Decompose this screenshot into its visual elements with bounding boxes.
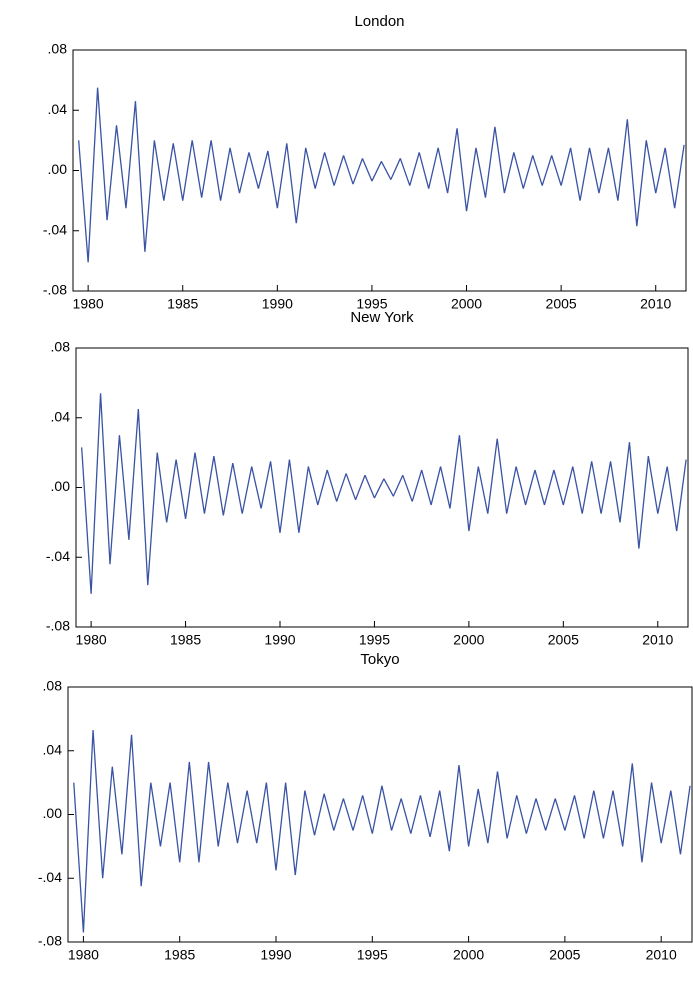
x-tick-label: 2000	[453, 947, 484, 963]
x-tick-label: 1995	[359, 632, 390, 648]
y-tick-label: -.08	[38, 933, 62, 949]
y-tick-label: -.04	[43, 221, 67, 237]
series-line	[81, 393, 687, 594]
x-tick-label: 1990	[264, 632, 295, 648]
chart-title: London	[354, 13, 404, 30]
x-tick-label: 2005	[546, 296, 577, 312]
x-tick-label: 1985	[167, 296, 198, 312]
y-tick-label: .00	[51, 478, 71, 494]
y-tick-label: .08	[48, 41, 68, 57]
y-tick-label: .08	[43, 678, 63, 694]
x-tick-label: 1980	[73, 296, 104, 312]
y-tick-label: -.08	[46, 618, 70, 634]
y-tick-label: .04	[51, 408, 71, 424]
y-tick-label: .00	[48, 161, 68, 177]
series-line	[78, 87, 685, 263]
y-tick-label: .04	[48, 101, 68, 117]
x-tick-label: 2000	[451, 296, 482, 312]
x-tick-label: 2010	[646, 947, 677, 963]
x-tick-label: 1995	[356, 296, 387, 312]
x-tick-label: 1985	[170, 632, 201, 648]
x-tick-label: 1980	[76, 632, 107, 648]
x-tick-label: 2010	[640, 296, 671, 312]
series-line	[73, 729, 691, 933]
x-tick-label: 2010	[642, 632, 673, 648]
y-tick-label: .08	[51, 339, 71, 355]
x-tick-label: 1995	[357, 947, 388, 963]
y-tick-label: -.04	[38, 869, 62, 885]
x-tick-label: 2005	[548, 632, 579, 648]
x-tick-label: 1990	[260, 947, 291, 963]
x-tick-label: 1985	[164, 947, 195, 963]
x-tick-label: 1980	[68, 947, 99, 963]
chart-title: New York	[350, 309, 414, 326]
chart-title: Tokyo	[360, 651, 399, 668]
y-tick-label: .04	[43, 741, 63, 757]
x-tick-label: 2005	[549, 947, 580, 963]
x-tick-label: 1990	[262, 296, 293, 312]
y-tick-label: -.04	[46, 548, 70, 564]
y-tick-label: -.08	[43, 282, 67, 298]
x-tick-label: 2000	[453, 632, 484, 648]
y-tick-label: .00	[43, 805, 63, 821]
